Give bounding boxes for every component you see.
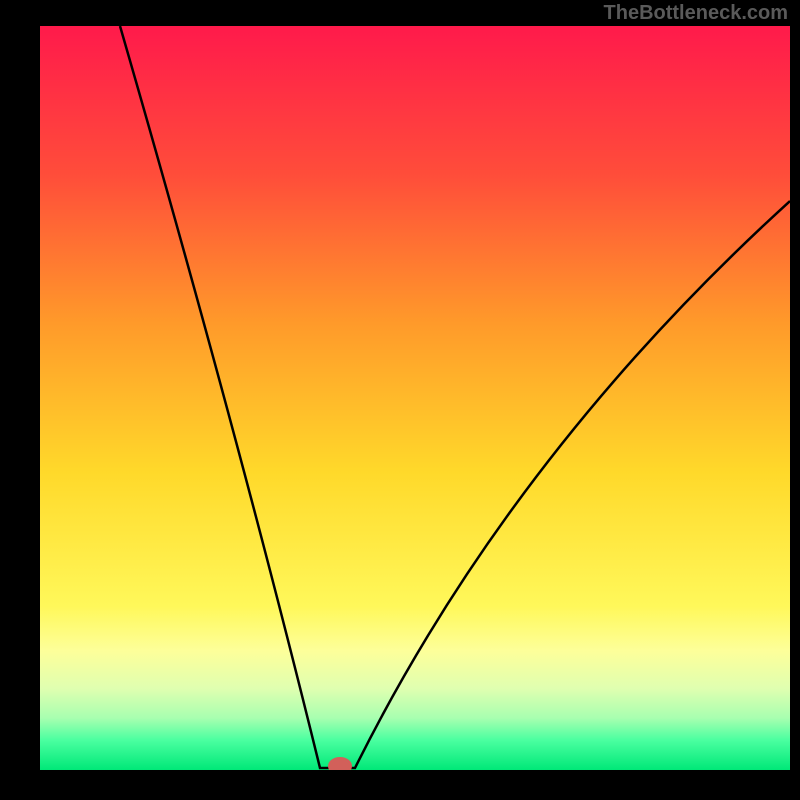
border-bottom — [0, 770, 800, 800]
border-right — [790, 0, 800, 800]
curve-svg — [40, 26, 790, 770]
minimum-marker — [328, 757, 352, 770]
bottleneck-curve — [120, 26, 790, 768]
watermark-label: TheBottleneck.com — [604, 2, 788, 25]
border-left — [0, 0, 40, 800]
chart-container: TheBottleneck.com — [0, 0, 800, 800]
plot-area — [40, 26, 790, 770]
